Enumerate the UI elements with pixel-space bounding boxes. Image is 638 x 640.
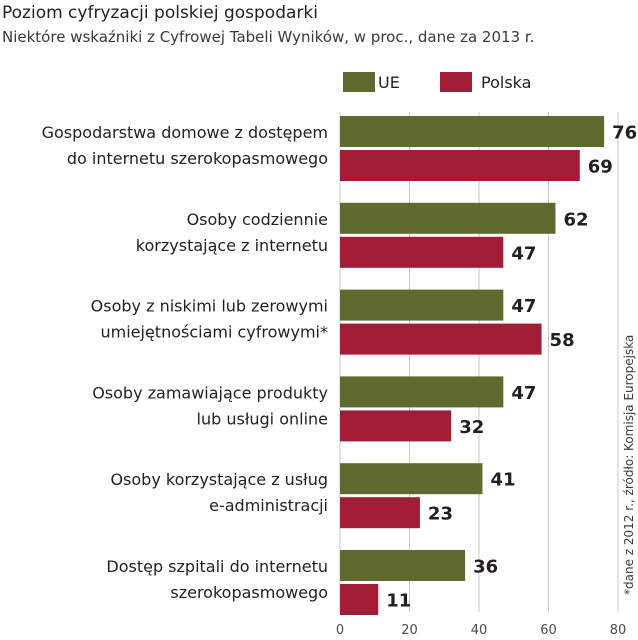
bar-polska-4: [340, 497, 420, 529]
category-labels: 76 69 Gospodarstwa domowe z dostępem do int…: [42, 123, 638, 612]
bar-ue-1: [340, 202, 556, 234]
category-label-4: Osoby korzystające z usług: [110, 470, 328, 489]
legend: UE Polska: [343, 72, 531, 92]
bar-polska-5: [340, 584, 379, 615]
value-label-polska-4: 23: [428, 504, 453, 525]
bar-polska-0: [340, 150, 580, 181]
bar-polska-1: [340, 236, 504, 268]
bar-ue-3: [340, 376, 504, 408]
legend-swatch-ue: [343, 72, 375, 92]
category-label-2: Osoby z niskimi lub zerowymi: [91, 297, 328, 316]
category-label-5: Dostęp szpitali do internetu: [106, 557, 328, 576]
category-label-3: Osoby zamawiające produkty: [92, 383, 328, 402]
category-label-1: Osoby codziennie: [187, 210, 328, 229]
value-label-ue-4: 41: [490, 470, 515, 491]
category-label-0: Gospodarstwa domowe z dostępem: [42, 123, 328, 142]
category-label-0: do internetu szerokopasmowego: [67, 149, 328, 168]
category-label-1: korzystające z internetu: [136, 236, 328, 255]
legend-swatch-polska: [440, 72, 472, 92]
bar-ue-4: [340, 463, 483, 495]
x-tick-label: 40: [471, 623, 488, 638]
chart-subtitle: Niektóre wskaźniki z Cyfrowej Tabeli Wyn…: [2, 28, 534, 46]
bar-polska-2: [340, 323, 542, 355]
x-tick-label: 0: [336, 623, 344, 638]
x-tick-label: 60: [540, 623, 557, 638]
legend-label-ue: UE: [378, 73, 400, 92]
bar-polska-3: [340, 410, 452, 442]
value-label-polska-0: 69: [588, 157, 613, 178]
value-label-ue-1: 62: [563, 209, 588, 230]
value-label-ue-0: 76: [612, 123, 637, 144]
value-label-polska-5: 11: [386, 591, 411, 612]
bar-ue-5: [340, 550, 466, 581]
source-note: *dane z 2012 r., źródło: Komisja Europej…: [622, 335, 636, 595]
bar-ue-2: [340, 289, 504, 321]
bars: [340, 116, 605, 615]
value-label-ue-5: 36: [473, 557, 498, 578]
category-label-5: szerokopasmowego: [170, 583, 328, 602]
x-tick-label: 80: [610, 623, 627, 638]
x-axis-ticks: 0 20 40 60 80: [336, 623, 626, 638]
bar-ue-0: [340, 116, 605, 147]
x-tick-label: 20: [401, 623, 418, 638]
category-label-2: umiejętnościami cyfrowymi*: [100, 323, 328, 342]
value-label-polska-3: 32: [459, 417, 484, 438]
grid-layer: [339, 112, 619, 612]
value-label-polska-1: 47: [511, 243, 536, 264]
category-label-3: lub usługi online: [197, 409, 328, 428]
value-label-polska-2: 58: [550, 330, 575, 351]
legend-label-polska: Polska: [481, 73, 531, 92]
chart-title: Poziom cyfryzacji polskiej gospodarki: [2, 3, 318, 23]
value-label-ue-2: 47: [511, 296, 536, 317]
value-label-ue-3: 47: [511, 383, 536, 404]
category-label-4: e-administracji: [209, 496, 328, 515]
